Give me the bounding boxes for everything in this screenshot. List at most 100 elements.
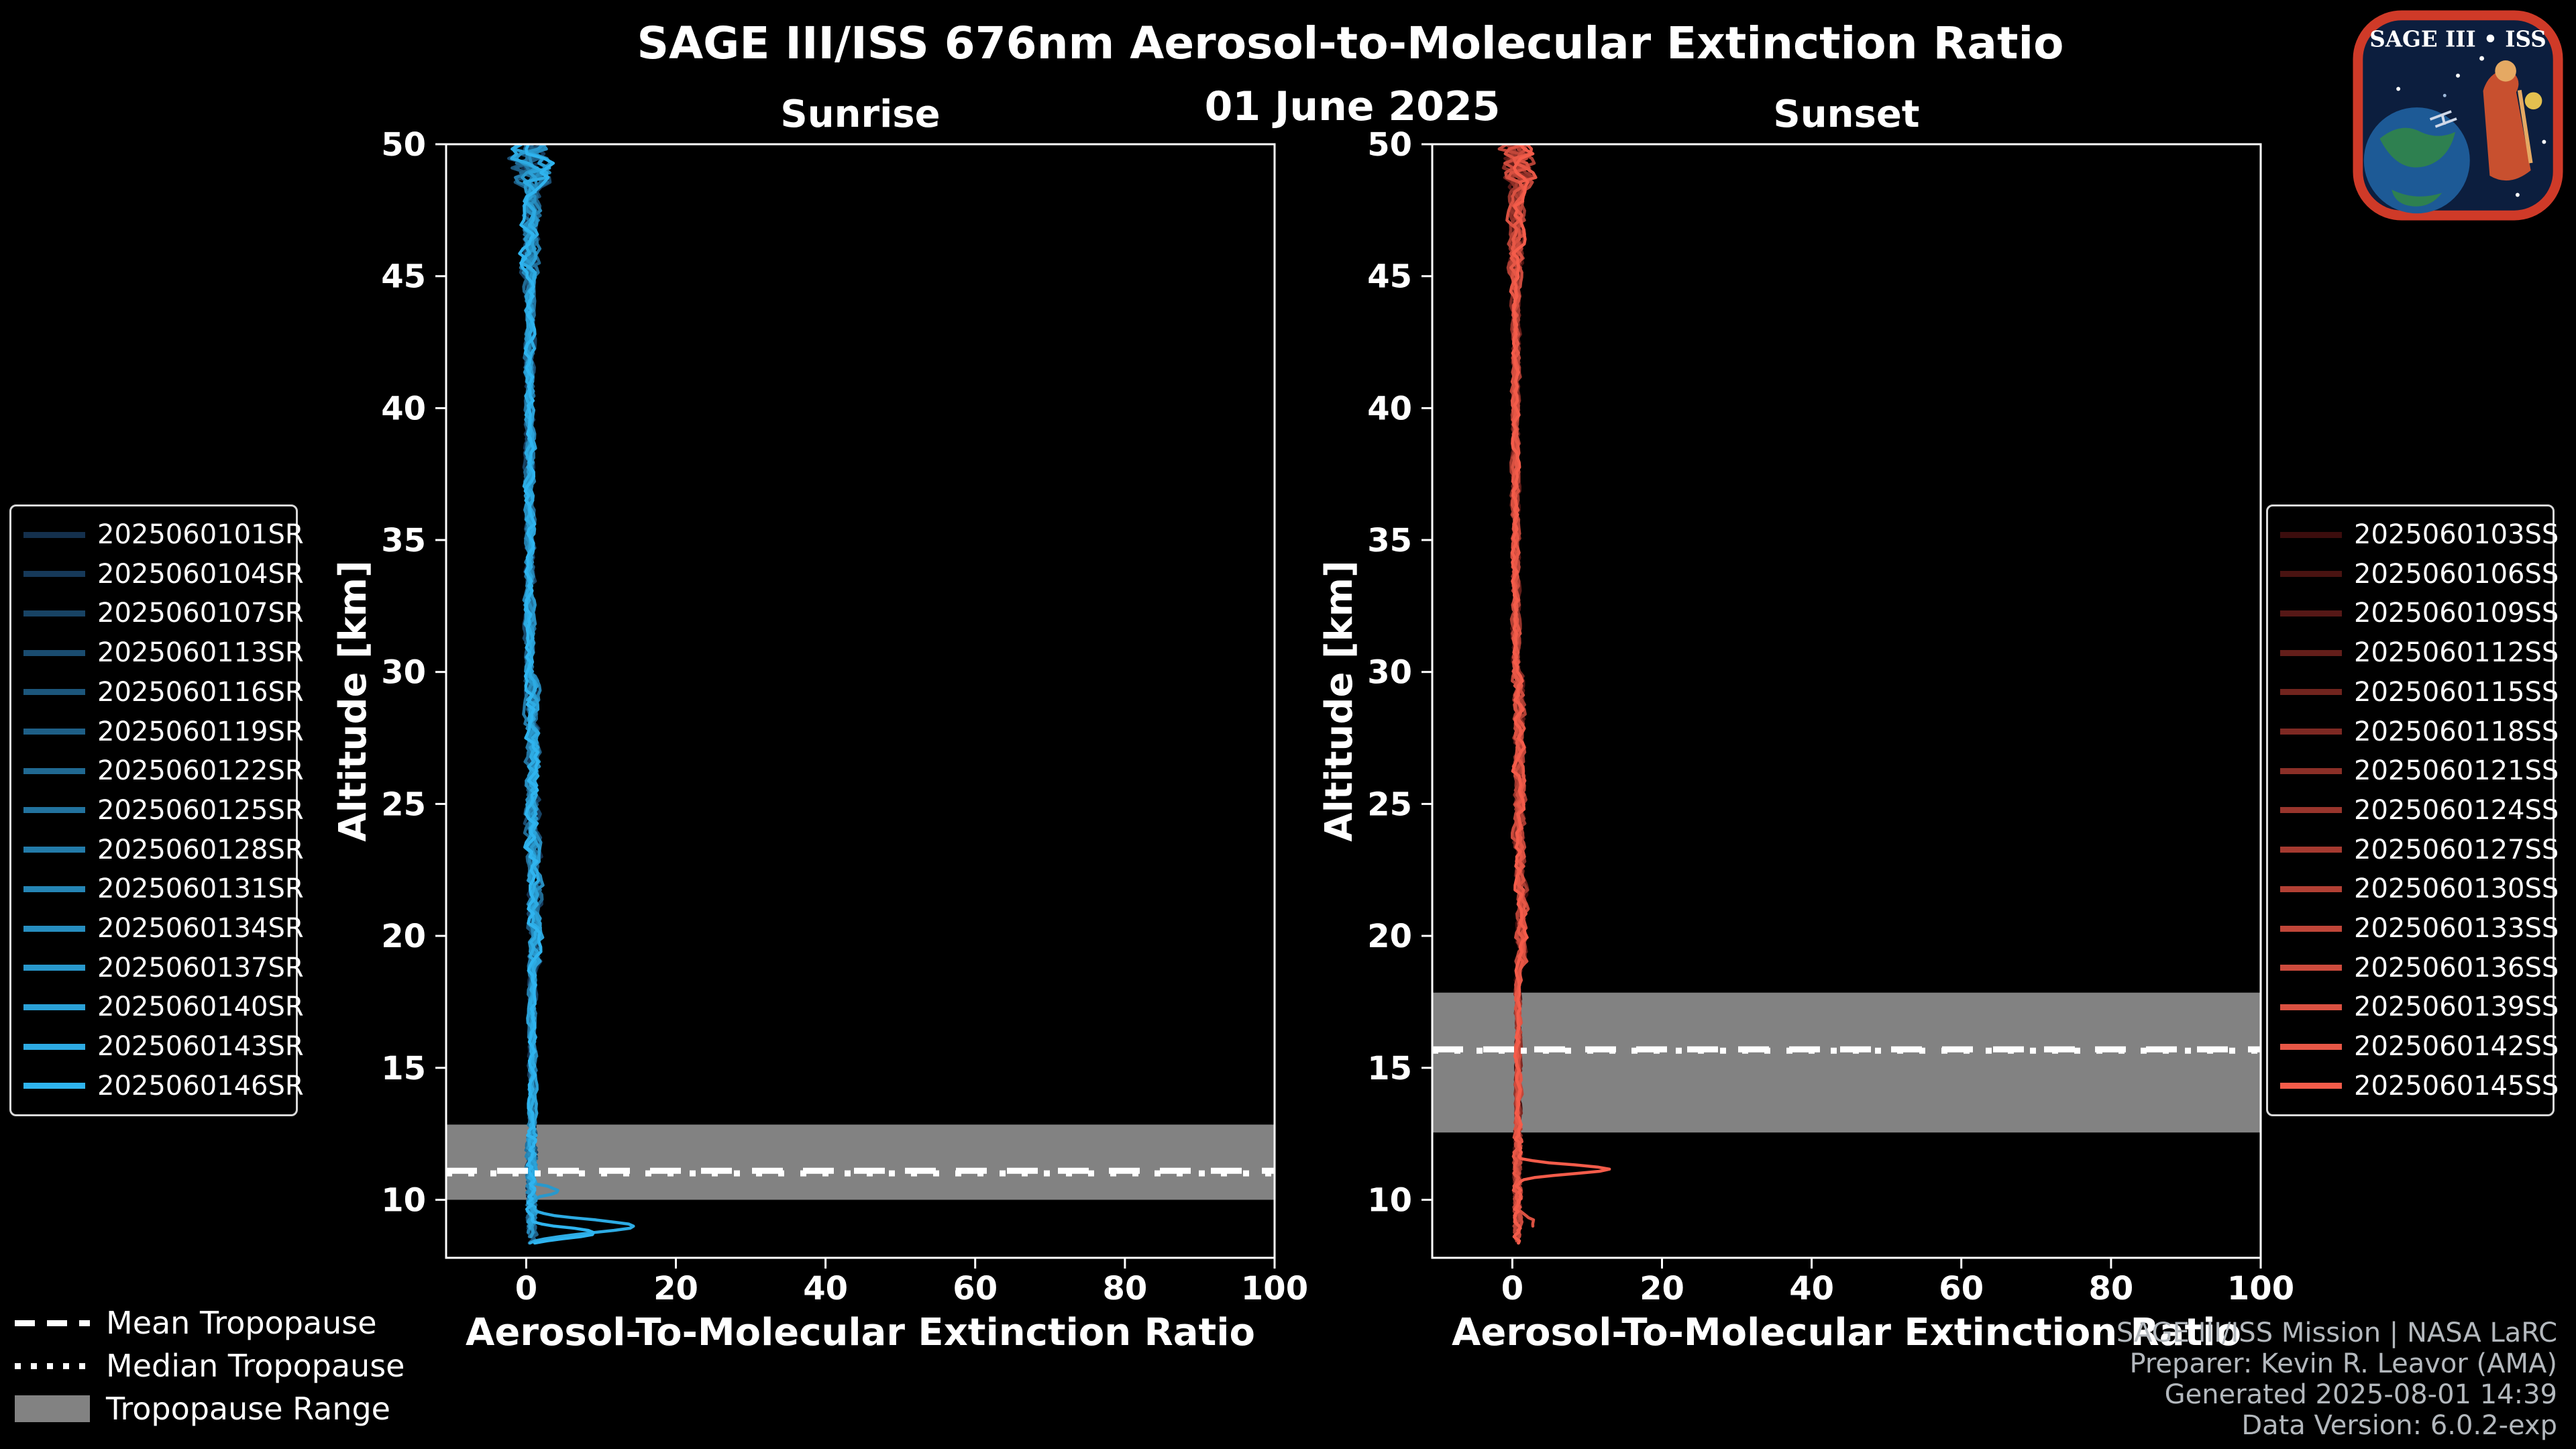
median-tropopause-label: Median Tropopause xyxy=(106,1348,405,1384)
credits-block: SAGE III/ISS Mission | NASA LaRC Prepare… xyxy=(2116,1318,2557,1441)
x-tick-label: 80 xyxy=(2089,1270,2134,1307)
y-tick-label: 25 xyxy=(1367,786,1412,823)
legend-item: 2025060103SS xyxy=(2280,516,2559,553)
figure-title: SAGE III/ISS 676nm Aerosol-to-Molecular … xyxy=(637,17,2064,69)
x-tick-label: 60 xyxy=(1939,1270,1984,1307)
legend-label: 2025060106SS xyxy=(2354,558,2559,590)
legend-line-swatch xyxy=(2280,1043,2342,1050)
legend-label: 2025060104SR xyxy=(97,558,304,590)
legend-label: 2025060146SR xyxy=(97,1070,304,1102)
legend-label: 2025060122SR xyxy=(97,755,304,787)
legend-label: 2025060116SR xyxy=(97,676,304,708)
legend-item: 2025060115SS xyxy=(2280,674,2559,711)
legend-item: 2025060121SS xyxy=(2280,752,2559,790)
x-tick-label: 40 xyxy=(803,1270,848,1307)
legend-item: 2025060101SR xyxy=(23,516,304,553)
y-tick-label: 10 xyxy=(1367,1182,1412,1220)
legend-line-swatch xyxy=(23,807,85,814)
sage-iii-iss-mission-patch: SAGE III • ISS xyxy=(2353,10,2563,221)
y-axis-label: Altitude [km] xyxy=(331,560,375,841)
legend-line-swatch xyxy=(23,885,85,892)
y-tick-label: 30 xyxy=(1367,654,1412,692)
legend-item: 2025060134SR xyxy=(23,910,304,947)
legend-label: 2025060140SR xyxy=(97,991,304,1023)
axes-frame xyxy=(445,143,1276,1259)
sunrise-legend: 2025060101SR 2025060104SR 2025060107SR 2025… xyxy=(9,504,304,1116)
legend-line-swatch xyxy=(23,847,85,853)
legend-item: 2025060143SR xyxy=(23,1028,304,1065)
y-tick-label: 25 xyxy=(381,786,426,823)
legend-line-swatch xyxy=(2280,610,2342,616)
legend-line-swatch xyxy=(2280,965,2342,971)
legend-line-swatch xyxy=(2280,847,2342,853)
legend-item: 2025060107SR xyxy=(23,594,304,632)
profiles-group xyxy=(507,144,635,1245)
sunset-legend: 2025060103SS 2025060106SS 2025060109SS 2025… xyxy=(2266,504,2559,1116)
legend-line-swatch xyxy=(2280,571,2342,578)
tropopause-range-legend-item: Tropopause Range xyxy=(15,1391,405,1427)
legend-label: 2025060109SS xyxy=(2354,598,2559,629)
legend-line-swatch xyxy=(2280,531,2342,538)
credit-generated: Generated 2025-08-01 14:39 xyxy=(2164,1379,2557,1410)
iss-graphic xyxy=(2429,110,2457,128)
x-tick-label: 20 xyxy=(1640,1270,1684,1307)
legend-line-swatch xyxy=(23,689,85,696)
tropopause-range-band xyxy=(1432,992,2261,1133)
legend-line-swatch xyxy=(23,729,85,735)
legend-label: 2025060133SS xyxy=(2354,913,2559,945)
tropopause-range-band xyxy=(446,1124,1275,1200)
legend-label: 2025060137SR xyxy=(97,952,304,983)
legend-item: 2025060137SR xyxy=(23,949,304,987)
legend-item: 2025060133SS xyxy=(2280,910,2559,947)
legend-item: 2025060124SS xyxy=(2280,792,2559,829)
y-tick-label: 20 xyxy=(1367,918,1412,955)
y-tick-label: 40 xyxy=(1367,390,1412,427)
x-tick-label: 20 xyxy=(653,1270,698,1307)
legend-line-swatch xyxy=(23,571,85,578)
legend-label: 2025060134SR xyxy=(97,913,304,945)
credit-preparer: Preparer: Kevin R. Leavor (AMA) xyxy=(2129,1348,2557,1379)
legend-item: 2025060127SS xyxy=(2280,831,2559,869)
legend-item: 2025060119SR xyxy=(23,713,304,751)
legend-line-swatch xyxy=(23,1083,85,1089)
x-tick-label: 0 xyxy=(515,1270,537,1307)
x-tick-label: 40 xyxy=(1789,1270,1834,1307)
moon-graphic xyxy=(2524,92,2542,110)
legend-label: 2025060113SR xyxy=(97,637,304,669)
credit-data-version: Data Version: 6.0.2-exp xyxy=(2241,1410,2557,1441)
median-tropopause-line-sample xyxy=(15,1362,90,1369)
y-tick-label: 35 xyxy=(381,522,426,559)
legend-label: 2025060124SS xyxy=(2354,794,2559,826)
legend-item: 2025060130SS xyxy=(2280,870,2559,908)
legend-line-swatch xyxy=(2280,885,2342,892)
legend-line-swatch xyxy=(2280,807,2342,814)
legend-line-swatch xyxy=(23,767,85,774)
logo-title: SAGE III • ISS xyxy=(2369,25,2546,52)
tropopause-legend: Mean Tropopause Median Tropopause Tropop… xyxy=(15,1305,405,1427)
profile-line xyxy=(518,144,596,1245)
legend-item: 2025060106SS xyxy=(2280,555,2559,593)
legend-label: 2025060143SR xyxy=(97,1031,304,1063)
profiles-group xyxy=(1497,144,1611,1245)
y-tick-label: 50 xyxy=(1367,126,1412,164)
legend-label: 2025060130SS xyxy=(2354,873,2559,905)
legend-line-swatch xyxy=(2280,767,2342,774)
legend-line-swatch xyxy=(23,925,85,932)
y-tick-label: 15 xyxy=(1367,1050,1412,1087)
legend-item: 2025060118SS xyxy=(2280,713,2559,751)
legend-line-swatch xyxy=(23,1043,85,1050)
legend-label: 2025060121SS xyxy=(2354,755,2559,787)
tropopause-range-sample xyxy=(15,1395,90,1422)
x-tick-label: 0 xyxy=(1501,1270,1523,1307)
legend-line-swatch xyxy=(2280,925,2342,932)
panel-title: Sunrise xyxy=(780,93,940,136)
y-tick-label: 50 xyxy=(381,126,426,164)
legend-item: 2025060139SS xyxy=(2280,988,2559,1026)
y-axis-label: Altitude [km] xyxy=(1318,560,1361,841)
legend-label: 2025060118SS xyxy=(2354,716,2559,747)
legend-item: 2025060113SR xyxy=(23,634,304,672)
legend-line-swatch xyxy=(23,649,85,656)
legend-item: 2025060104SR xyxy=(23,555,304,593)
legend-line-swatch xyxy=(23,1004,85,1010)
